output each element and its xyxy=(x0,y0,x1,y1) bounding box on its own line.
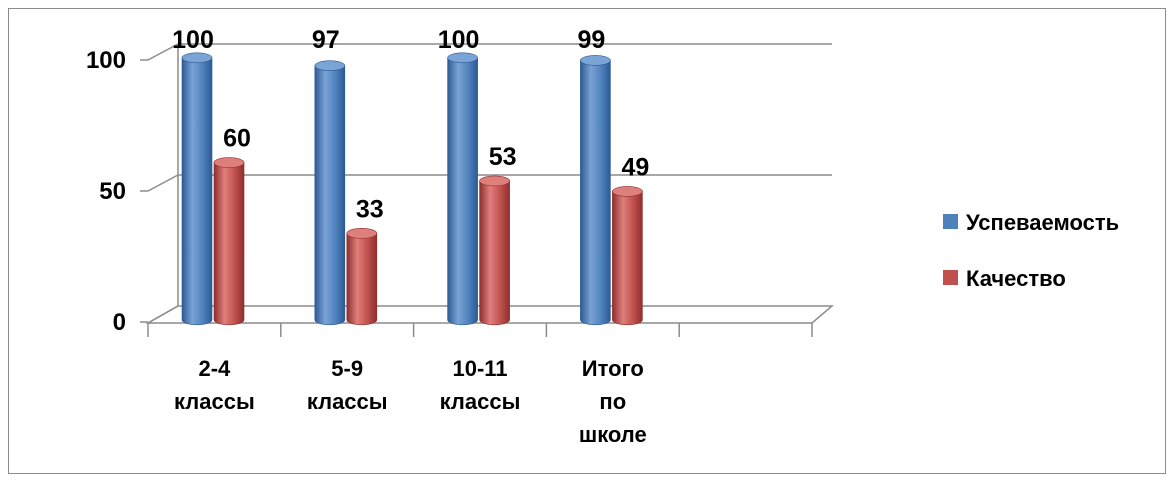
legend-entry: Успеваемость xyxy=(943,210,1119,235)
legend-label: Успеваемость xyxy=(966,210,1119,235)
data-label: 53 xyxy=(489,143,517,171)
y-tick-label: 100 xyxy=(86,47,126,74)
data-label: 33 xyxy=(356,195,384,223)
bar-uspevaemost xyxy=(314,60,346,326)
bar-kachestvo xyxy=(612,186,643,326)
gridline xyxy=(147,43,832,61)
bar-kachestvo xyxy=(213,157,245,326)
y-tick-label: 0 xyxy=(113,309,126,336)
legend-swatch xyxy=(943,214,958,229)
legend-entry: Качество xyxy=(943,266,1066,291)
bar-uspevaemost xyxy=(580,55,611,326)
x-tick-label: 5-9 классы xyxy=(307,356,388,414)
data-label: 100 xyxy=(438,26,480,54)
bar-kachestvo xyxy=(346,228,378,326)
data-label: 49 xyxy=(621,153,649,181)
data-label: 60 xyxy=(223,125,251,153)
x-tick-label: Итого по школе xyxy=(579,356,647,447)
bar-uspevaemost xyxy=(447,52,478,326)
legend-label: Качество xyxy=(966,266,1066,291)
data-label: 99 xyxy=(577,26,605,54)
y-tick-label: 50 xyxy=(99,178,126,205)
x-tick-label: 10-11 классы xyxy=(440,356,521,414)
legend-swatch xyxy=(943,270,958,285)
gridline xyxy=(147,174,832,192)
data-label: 100 xyxy=(172,26,214,54)
data-label: 97 xyxy=(312,26,340,54)
bar-uspevaemost xyxy=(181,52,213,326)
x-tick-label: 2-4 классы xyxy=(174,356,255,414)
bar-kachestvo xyxy=(479,175,510,326)
